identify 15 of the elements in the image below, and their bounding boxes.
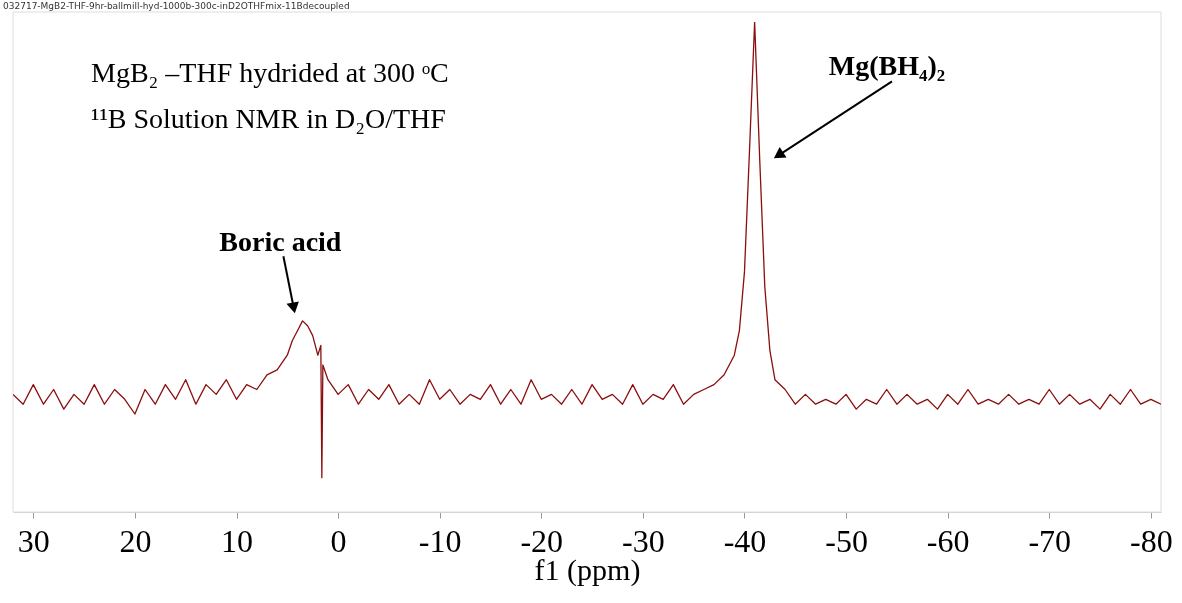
x-tick-label: -60 (926, 522, 970, 559)
x-tick-label: -40 (723, 522, 767, 559)
x-tick-label: -10 (418, 522, 462, 559)
chart-title: 032717-MgB2-THF-9hr-ballmill-hyd-1000b-300c-inD2OTHFmix-11Bdecoupled (3, 1, 350, 11)
x-tick-label: 30 (17, 522, 50, 559)
x-tick-label: 0 (330, 522, 347, 559)
x-tick-label: -80 (1130, 522, 1173, 559)
annotation: ¹¹B Solution NMR in D₂O/THF (91, 103, 446, 134)
x-tick-label: 10 (221, 522, 253, 559)
x-tick-label: -70 (1028, 522, 1072, 559)
annotation: Mg(BH₄)₂ (828, 50, 946, 82)
annotation: MgB₂ –THF hydrided at 300 ᵒC (91, 57, 449, 88)
x-tick-label: -50 (825, 522, 868, 559)
x-tick-label: 20 (119, 522, 152, 559)
annotation: Boric acid (219, 226, 342, 258)
